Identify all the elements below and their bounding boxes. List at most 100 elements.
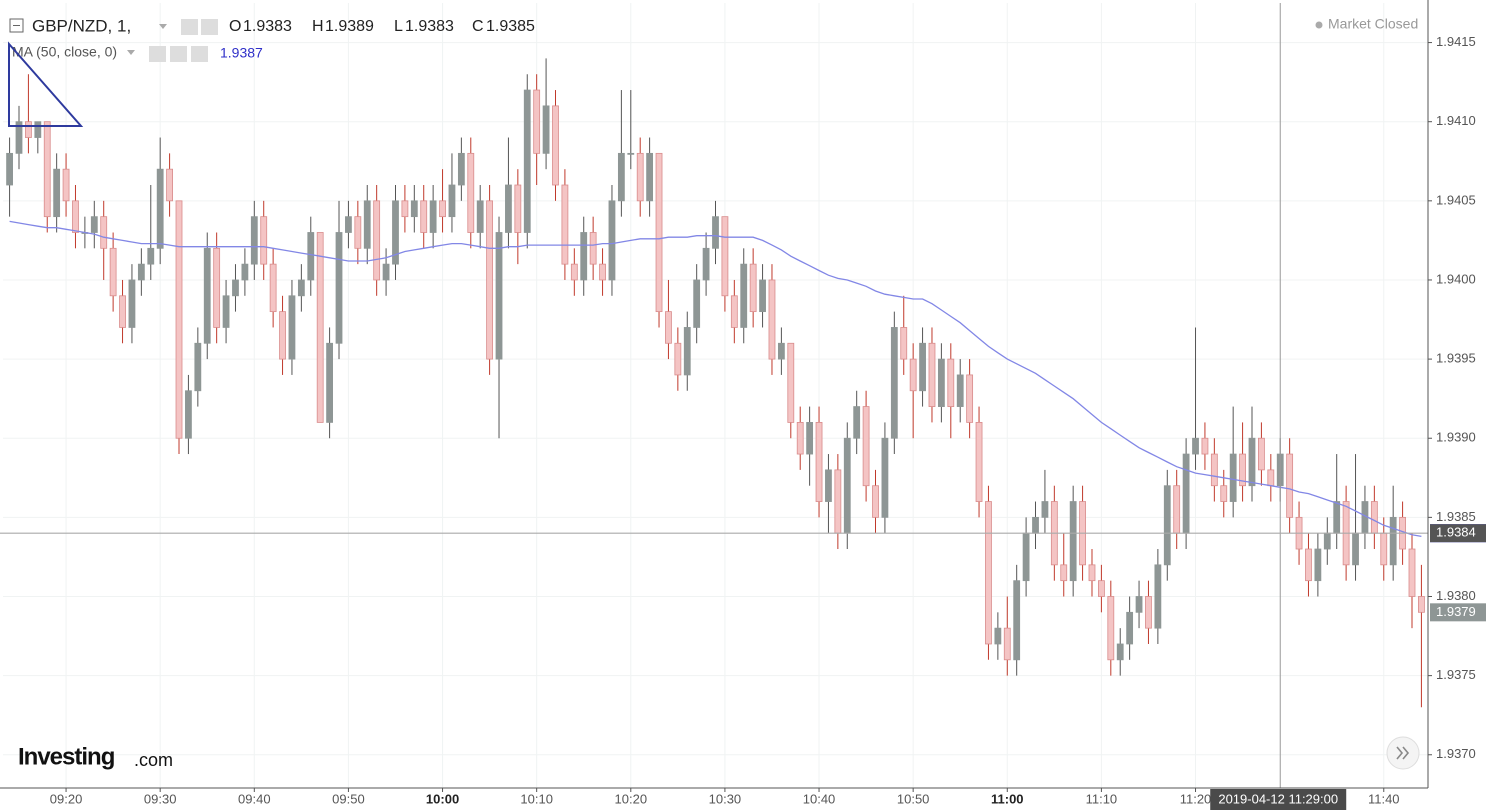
scroll-icon bbox=[1396, 746, 1410, 760]
candle-body bbox=[1173, 485, 1181, 534]
candle-body bbox=[1013, 580, 1021, 661]
candle-body bbox=[862, 406, 870, 487]
candle-body bbox=[1408, 548, 1416, 597]
settings-icon[interactable] bbox=[201, 19, 218, 35]
crosshair-time-label: 2019-04-12 11:29:00 bbox=[1218, 791, 1338, 806]
candle-body bbox=[937, 358, 945, 407]
candle-body bbox=[203, 247, 211, 344]
candle-body bbox=[712, 216, 719, 249]
candle-body bbox=[1239, 453, 1246, 487]
candle-body bbox=[260, 216, 268, 265]
x-tick-label: 11:20 bbox=[1180, 791, 1212, 806]
candle-body bbox=[825, 469, 832, 502]
candle-body bbox=[617, 152, 625, 202]
candle-body bbox=[890, 327, 898, 439]
candle-body bbox=[523, 89, 531, 233]
candle-body bbox=[1041, 501, 1049, 518]
x-tick-label: 11:10 bbox=[1086, 791, 1118, 806]
dropdown-arrow[interactable] bbox=[159, 24, 167, 29]
candle-body bbox=[156, 168, 164, 249]
indicator-visibility[interactable] bbox=[149, 46, 166, 62]
candle-body bbox=[34, 121, 42, 138]
collapse-icon[interactable] bbox=[9, 18, 24, 33]
candle-body bbox=[1286, 453, 1294, 518]
candle-body bbox=[1333, 501, 1341, 534]
x-tick-label: 10:00 bbox=[426, 791, 459, 806]
candle-body bbox=[787, 342, 795, 423]
candle-body bbox=[665, 311, 672, 344]
candle-body bbox=[599, 263, 606, 281]
y-tick-label: 1.9405 bbox=[1436, 192, 1476, 207]
candle-body bbox=[15, 121, 23, 154]
indicator-settings[interactable] bbox=[170, 46, 187, 62]
candle-body bbox=[185, 390, 192, 439]
candle-body bbox=[1201, 437, 1209, 455]
candle-body bbox=[928, 342, 936, 407]
candle-body bbox=[966, 374, 974, 423]
x-tick-label: 10:50 bbox=[897, 791, 930, 806]
candle-body bbox=[570, 263, 578, 281]
candle-body bbox=[213, 247, 221, 328]
candle-body bbox=[683, 327, 691, 376]
y-tick-label: 1.9395 bbox=[1436, 351, 1476, 366]
candle-body bbox=[392, 200, 399, 265]
indicator-dropdown[interactable] bbox=[127, 50, 135, 55]
last-price-label: 1.9379 bbox=[1436, 604, 1476, 619]
indicator-remove[interactable] bbox=[191, 46, 208, 62]
crosshair-price-label: 1.9384 bbox=[1436, 525, 1476, 540]
candle-body bbox=[636, 152, 644, 202]
candle-body bbox=[1116, 643, 1124, 661]
x-tick-label: 09:20 bbox=[50, 791, 83, 806]
drawing-triangle[interactable] bbox=[8, 41, 84, 127]
x-tick-label: 10:30 bbox=[709, 791, 742, 806]
candle-body bbox=[627, 152, 635, 155]
candle-body bbox=[382, 263, 390, 281]
candle-body bbox=[1267, 469, 1275, 487]
candle-body bbox=[1060, 564, 1068, 582]
candle-body bbox=[505, 184, 512, 233]
candle-body bbox=[147, 247, 155, 265]
candle-body bbox=[128, 279, 136, 328]
candle-body bbox=[62, 168, 70, 202]
candle-body bbox=[166, 168, 173, 202]
candle-body bbox=[288, 295, 296, 360]
candle-body bbox=[843, 437, 851, 534]
crosshair-time-box bbox=[1210, 789, 1347, 810]
crosshair-price-box bbox=[1430, 524, 1486, 543]
candle-body bbox=[777, 342, 785, 360]
candle-body bbox=[542, 105, 550, 154]
y-tick-label: 1.9380 bbox=[1436, 588, 1476, 603]
close-value: 1.9385 bbox=[486, 18, 535, 35]
logo-suffix: .com bbox=[134, 750, 173, 770]
candle-body bbox=[269, 263, 277, 313]
overlay bbox=[0, 3, 1428, 788]
close-label: C bbox=[472, 18, 484, 35]
candle-body bbox=[580, 232, 588, 281]
candle-body bbox=[674, 342, 682, 376]
candle-body bbox=[693, 279, 701, 328]
candle-body bbox=[589, 232, 597, 265]
candle-body bbox=[72, 200, 79, 233]
candle-body bbox=[1088, 564, 1096, 582]
grid bbox=[3, 3, 1428, 788]
x-tick-label: 09:40 bbox=[238, 791, 271, 806]
candle-body bbox=[561, 184, 569, 265]
candle-body bbox=[1182, 453, 1190, 534]
candle-body bbox=[439, 200, 446, 218]
candle-body bbox=[316, 232, 324, 423]
candle-body bbox=[467, 152, 475, 233]
visibility-icon[interactable] bbox=[181, 19, 198, 35]
candle-body bbox=[420, 200, 428, 233]
candle-body bbox=[373, 200, 381, 281]
candle-body bbox=[1389, 516, 1397, 566]
candle-body bbox=[721, 216, 729, 297]
candle-body bbox=[947, 358, 955, 407]
candle-body bbox=[1418, 596, 1425, 613]
candle-body bbox=[1229, 453, 1237, 502]
candle-body bbox=[1305, 548, 1312, 582]
x-tick-label: 09:50 bbox=[332, 791, 365, 806]
candle-body bbox=[222, 295, 230, 328]
candle-body bbox=[1107, 596, 1115, 661]
candle-body bbox=[335, 232, 343, 344]
